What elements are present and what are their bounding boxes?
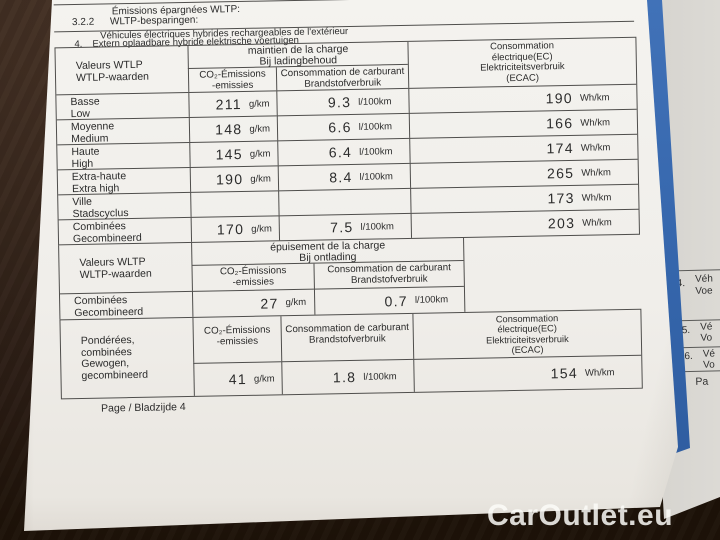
co2-header-cell: CO₂-Émissions -emissies [187, 67, 277, 92]
fuel-value: 1.8 l/100km [281, 358, 414, 395]
co2-value [190, 190, 279, 217]
document-content: totale 3.2.2 Émissions épargnées WLTP: W… [53, 0, 643, 432]
co2-value: 27 g/km [191, 288, 315, 317]
side-row-text: Vé [700, 321, 713, 333]
side-row-text: Véh [694, 273, 713, 285]
co2-value: 41 g/km [193, 361, 282, 396]
side-row-text: Vé [702, 348, 716, 360]
row-label: Moyenne Medium [56, 116, 190, 145]
side-row-text: Vo [700, 332, 713, 344]
row-label: Extra-haute Extra high [57, 166, 191, 195]
co2-header-cell: CO₂-Émissions -emissies [191, 263, 314, 291]
fuel-value: 7.5 l/100km [278, 212, 412, 241]
row-header-cell: Pondérées, combinées Gewogen, gecombinee… [80, 333, 149, 382]
fuel-header-cell: Consommation de carburant Brandstofverbr… [313, 260, 464, 289]
co2-value: 190 g/km [189, 165, 279, 192]
fuel-value: 6.6 l/100km [276, 112, 410, 141]
fuel-header-cell: Consommation de carburant Brandstofverbr… [280, 313, 414, 362]
row-header-cell: Valeurs WTLP WTLP-waarden [55, 46, 188, 94]
table-charge-depleting: Valeurs WLTP WLTP-waarden épuisement de … [58, 237, 466, 320]
section-title-nl: WLTP-besparingen: [109, 14, 199, 28]
ec-header-cell: Consommation électrique(EC) Elektricitei… [412, 309, 642, 359]
row-header-cell: Valeurs WLTP WLTP-waarden [79, 255, 152, 281]
co2-header-cell: CO₂-Émissions -emissies [192, 316, 282, 363]
row-label: Combinées Gecombineerd [58, 216, 192, 245]
side-row-text: Voe [695, 285, 713, 297]
table-weighted-combined: Pondérées, combinées Gewogen, gecombinee… [59, 308, 643, 400]
section-number: 3.2.2 [71, 16, 95, 29]
fuel-value: 0.7 l/100km [313, 285, 465, 315]
row-header-nl: WTLP-waarden [75, 70, 150, 85]
ec-value: 203 Wh/km [410, 208, 639, 238]
side-page-footer: Pa [695, 375, 709, 388]
row-label: Combinées Gecombineerd [59, 290, 193, 320]
fuel-value: 6.4 l/100km [277, 137, 410, 166]
page-footer: Page / Bladzijde 4 [100, 401, 186, 415]
side-row-text: Vo [702, 359, 715, 371]
fuel-value [278, 187, 411, 216]
co2-value: 145 g/km [189, 140, 278, 167]
ec-header-cell: Consommation électrique(EC) Elektricitei… [407, 37, 637, 88]
co2-value: 170 g/km [190, 215, 280, 242]
row-label: Haute High [57, 141, 190, 170]
co2-value: 148 g/km [188, 115, 278, 142]
row-label: Basse Low [56, 91, 189, 120]
row-label: Ville Stadscyclus [58, 191, 191, 220]
fuel-value: 8.4 l/100km [277, 162, 411, 191]
fuel-header-cell: Consommation de carburant Brandstofverbr… [275, 64, 409, 91]
fuel-value: 9.3 l/100km [276, 87, 409, 116]
table-charge-sustaining: Valeurs WTLP WTLP-waarden maintien de la… [54, 36, 640, 246]
ec-value: 154 Wh/km [413, 354, 642, 392]
watermark: CarOutlet.eu [487, 499, 674, 532]
co2-value: 211 g/km [188, 90, 277, 117]
